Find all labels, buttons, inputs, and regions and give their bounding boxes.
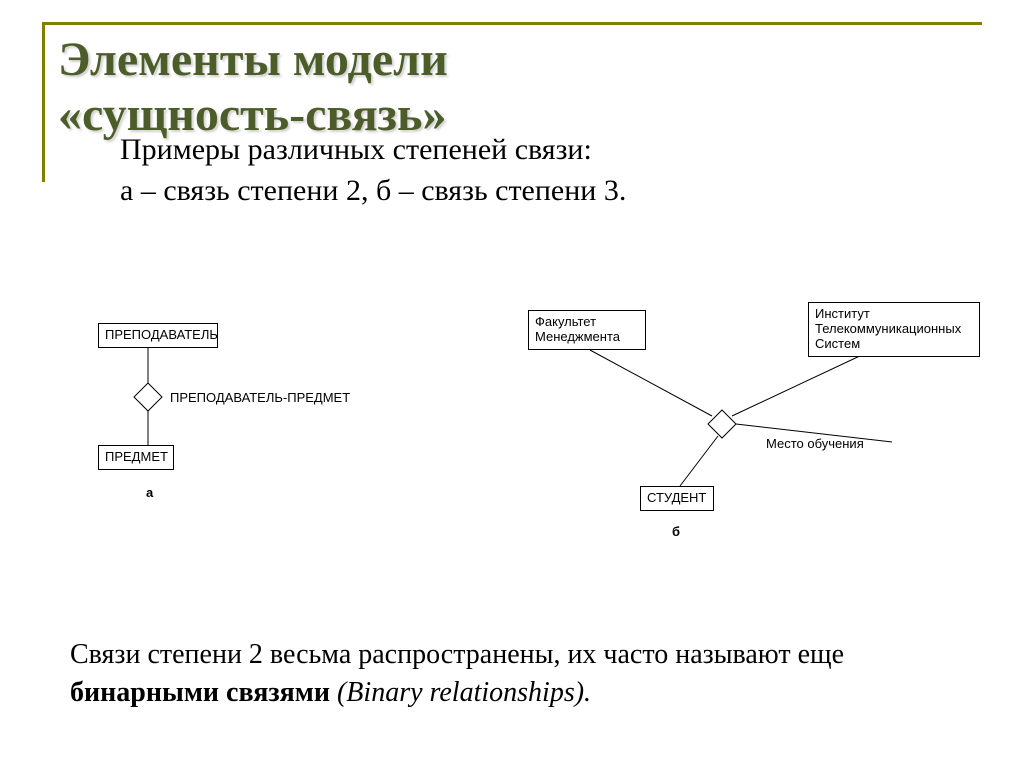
entity-student: СТУДЕНТ — [640, 486, 714, 511]
entity-teacher: ПРЕПОДАВАТЕЛЬ — [98, 323, 218, 348]
relationship-a-label: ПРЕПОДАВАТЕЛЬ-ПРЕДМЕТ — [170, 390, 350, 405]
entity-subject: ПРЕДМЕТ — [98, 445, 174, 470]
entity-institute: Институт Телекоммуникационных Систем — [808, 302, 980, 357]
footer-paragraph: Связи степени 2 весьма распространены, и… — [70, 636, 950, 712]
entity-faculty: Факультет Менеджмента — [528, 310, 646, 350]
footer-text-italic: (Binary relationships). — [337, 677, 591, 708]
diagram-b-caption: б — [672, 524, 680, 539]
relationship-b-label: Место обучения — [766, 436, 864, 451]
diagram-a-caption: а — [146, 485, 153, 500]
footer-text-bold: бинарными связями — [70, 677, 337, 708]
footer-text-1: Связи степени 2 весьма распространены, и… — [70, 639, 844, 670]
